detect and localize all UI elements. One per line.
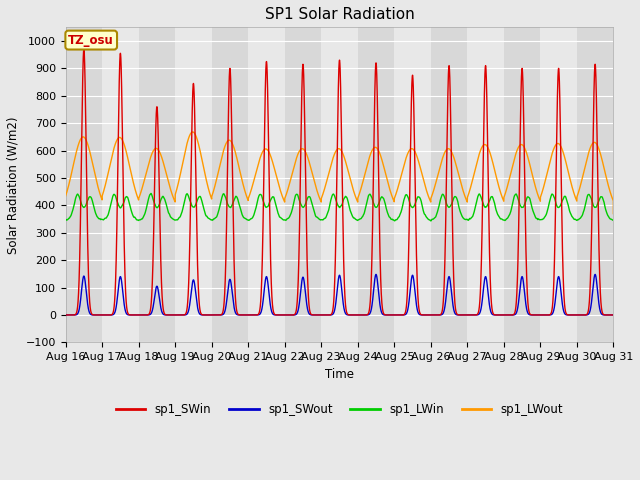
- Bar: [504, 27, 540, 342]
- X-axis label: Time: Time: [325, 368, 354, 381]
- sp1_SWout: [509, 312, 517, 318]
- sp1_SWin: [412, 192, 419, 197]
- sp1_LWin: [509, 197, 517, 203]
- sp1_SWout: [609, 312, 617, 318]
- sp1_SWin: [509, 312, 517, 318]
- sp1_LWout: [61, 193, 69, 199]
- sp1_LWout: [412, 149, 419, 155]
- Text: TZ_osu: TZ_osu: [68, 34, 114, 47]
- sp1_LWin: [293, 191, 301, 196]
- sp1_LWin: [412, 200, 419, 206]
- sp1_SWout: [488, 311, 496, 317]
- sp1_LWout: [90, 168, 98, 174]
- sp1_LWin: [208, 218, 216, 224]
- Line: sp1_SWout: sp1_SWout: [65, 275, 613, 315]
- Legend: sp1_SWin, sp1_SWout, sp1_LWin, sp1_LWout: sp1_SWin, sp1_SWout, sp1_LWin, sp1_LWout: [111, 399, 568, 421]
- Bar: [248, 27, 285, 342]
- sp1_SWin: [90, 312, 98, 318]
- Line: sp1_LWout: sp1_LWout: [65, 132, 613, 214]
- Bar: [212, 27, 248, 342]
- Bar: [321, 27, 358, 342]
- sp1_LWout: [474, 158, 481, 164]
- Bar: [431, 27, 467, 342]
- sp1_LWin: [474, 195, 481, 201]
- sp1_LWin: [488, 194, 496, 200]
- sp1_LWout: [189, 129, 196, 135]
- Bar: [102, 27, 139, 342]
- sp1_SWin: [80, 46, 88, 52]
- Bar: [394, 27, 431, 342]
- sp1_SWout: [61, 312, 69, 318]
- sp1_LWin: [609, 217, 617, 223]
- sp1_SWin: [488, 307, 496, 312]
- sp1_SWin: [61, 312, 69, 318]
- sp1_LWout: [488, 157, 496, 163]
- sp1_SWout: [412, 292, 419, 298]
- sp1_LWout: [509, 160, 517, 166]
- Bar: [139, 27, 175, 342]
- Line: sp1_LWin: sp1_LWin: [65, 193, 613, 221]
- sp1_LWin: [90, 205, 98, 211]
- Line: sp1_SWin: sp1_SWin: [65, 49, 613, 315]
- sp1_SWin: [474, 312, 481, 317]
- Bar: [577, 27, 613, 342]
- Bar: [467, 27, 504, 342]
- sp1_LWin: [502, 217, 509, 223]
- sp1_SWout: [474, 312, 481, 318]
- Bar: [65, 27, 102, 342]
- Bar: [358, 27, 394, 342]
- sp1_SWout: [90, 312, 98, 318]
- sp1_SWout: [502, 312, 509, 318]
- sp1_LWout: [502, 189, 509, 195]
- Y-axis label: Solar Radiation (W/m2): Solar Radiation (W/m2): [7, 116, 20, 253]
- sp1_SWin: [609, 312, 617, 318]
- sp1_SWin: [502, 312, 509, 318]
- sp1_LWin: [61, 216, 69, 222]
- Bar: [285, 27, 321, 342]
- sp1_LWout: [609, 211, 617, 216]
- Bar: [175, 27, 212, 342]
- sp1_SWout: [591, 272, 599, 277]
- Bar: [540, 27, 577, 342]
- Title: SP1 Solar Radiation: SP1 Solar Radiation: [264, 7, 414, 22]
